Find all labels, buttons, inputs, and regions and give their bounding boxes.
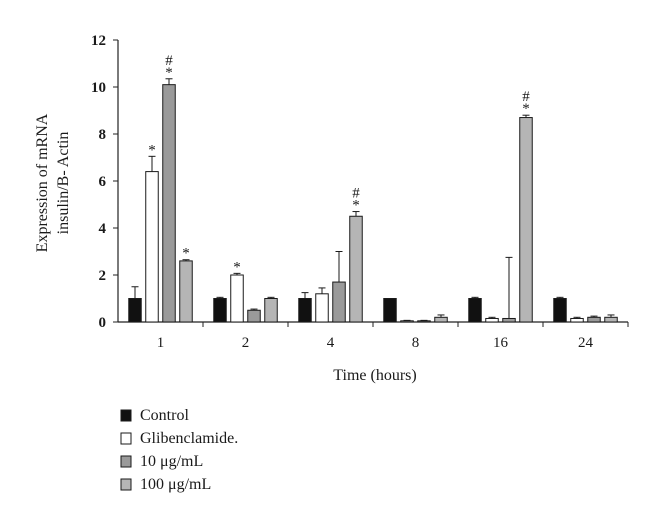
legend-swatch [120,478,132,491]
bar [587,316,601,323]
x-axis: 1 2 4 8 16 24 [118,321,629,351]
bar [162,84,176,323]
y-axis: 0 2 4 6 8 10 12 [91,33,119,331]
legend-swatch [120,455,132,468]
significance-star: * [233,259,241,275]
bar [332,281,346,323]
significance-star: * [182,246,190,262]
y-axis-title: Expression of mRNA insulin/B- Actin [34,113,72,252]
bars: ***#**#*# [128,53,618,323]
bar [128,298,142,323]
x-tick-label: 8 [412,335,420,351]
significance-star: * [352,198,360,214]
bar [213,298,227,323]
bar [247,309,261,323]
bar [383,298,397,323]
x-tick-label: 2 [242,335,250,351]
bar [179,260,193,323]
y-axis-title-line-1: Expression of mRNA [34,113,51,252]
y-tick-label: 0 [99,315,107,331]
bar [349,215,363,323]
bar [417,320,431,323]
y-tick-label: 6 [99,174,107,190]
y-tick-label: 12 [91,33,106,49]
legend-swatch [120,409,132,422]
bar [485,317,499,323]
bar [519,117,533,323]
y-axis-title-line-2: insulin/B- Actin [55,132,72,235]
legend-label: Control [140,407,189,424]
x-tick-label: 16 [493,335,509,351]
legend-label: 100 μg/mL [140,476,211,493]
bar [230,274,244,323]
x-axis-title: Time (hours) [333,367,416,384]
significance-star: * [165,65,173,81]
significance-hash: # [352,186,360,202]
x-tick-label: 1 [157,335,165,351]
y-tick-label: 8 [99,127,107,143]
bar [468,298,482,323]
legend-swatch [120,432,132,445]
bar [604,316,618,323]
x-tick-label: 24 [578,335,594,351]
legend-label: 10 μg/mL [140,453,203,470]
significance-hash: # [522,89,530,105]
x-tick-label: 4 [327,335,335,351]
bar [570,317,584,323]
bar [298,298,312,323]
bar [502,317,516,323]
bar [315,293,329,323]
y-tick-label: 2 [99,268,107,284]
bar [434,316,448,323]
bar [145,171,159,323]
y-tick-label: 4 [99,221,107,237]
bar [264,298,278,323]
legend: Control Glibenclamide. 10 μg/mL 100 μg/mL [120,407,238,493]
significance-star: * [148,142,156,158]
y-tick-label: 10 [91,80,106,96]
significance-hash: # [165,53,173,69]
significance-star: * [522,101,530,117]
legend-label: Glibenclamide. [140,430,238,447]
bar [553,298,567,323]
bar [400,320,414,323]
